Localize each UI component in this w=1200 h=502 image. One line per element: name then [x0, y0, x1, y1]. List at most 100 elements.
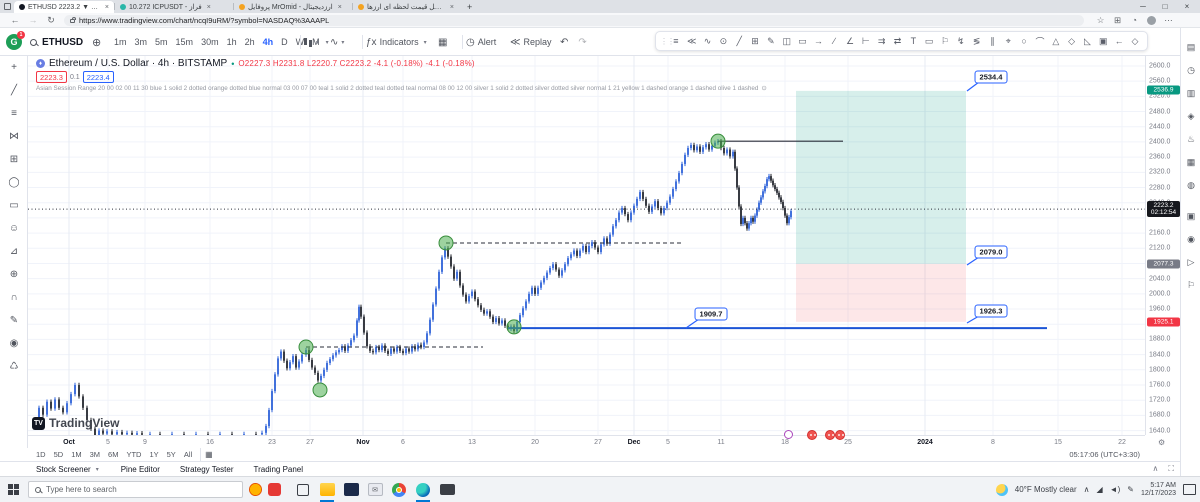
axis-settings-gear-icon[interactable]: ⚙: [1158, 438, 1166, 447]
tab-close-icon[interactable]: ×: [104, 3, 109, 11]
pivot-marker[interactable]: [438, 235, 454, 251]
timeframe-D[interactable]: D: [281, 37, 288, 47]
draw-tool-icon-10[interactable]: ∕: [833, 36, 835, 46]
draw-tool-icon-21[interactable]: ⌖: [1005, 35, 1011, 46]
sidebar-icon-5[interactable]: ▦: [1186, 157, 1196, 167]
bid-price[interactable]: 2223.3: [36, 71, 67, 83]
compare-add-icon[interactable]: ⊕: [92, 36, 102, 49]
draw-tool-icon-13[interactable]: ⇉: [877, 35, 886, 46]
maximize-button[interactable]: □: [1162, 2, 1168, 11]
sidebar-icon-2[interactable]: ▥: [1186, 88, 1196, 98]
chrome-icon[interactable]: [387, 477, 411, 502]
pen-icon[interactable]: ✎: [1127, 485, 1134, 494]
draw-tool-icon-16[interactable]: ▭: [924, 35, 934, 46]
price-callout-1909.7[interactable]: 1909.7: [694, 307, 728, 321]
range-1Y[interactable]: 1Y: [149, 450, 159, 459]
sidebar-icon-4[interactable]: ♨: [1186, 134, 1196, 144]
sidebar-icon-7[interactable]: ▣: [1186, 211, 1196, 221]
draw-tool-icon-7[interactable]: ◫: [782, 35, 791, 46]
bottom-tab-1[interactable]: Pine Editor: [120, 464, 160, 474]
indicator-legend[interactable]: Asian Session Range 20 00 02 00 11 30 bl…: [36, 85, 759, 92]
draw-tool-icon-28[interactable]: ←: [1114, 36, 1124, 46]
indicators-button[interactable]: ƒx Indicators ▾: [366, 36, 427, 48]
draw-tool-icon-17[interactable]: ⚐: [940, 35, 950, 46]
sidebar-icon-3[interactable]: ◈: [1187, 111, 1195, 121]
timeframe-4h[interactable]: 4h: [262, 37, 274, 47]
forward-icon[interactable]: →: [28, 15, 38, 25]
taskbar-search[interactable]: Type here to search: [28, 481, 243, 498]
timeframe-dropdown-icon[interactable]: ▾: [325, 39, 329, 46]
minimize-button[interactable]: ─: [1140, 2, 1146, 11]
range-5D[interactable]: 5D: [53, 450, 64, 459]
bottom-tab-2[interactable]: Strategy Tester: [179, 464, 234, 474]
risk-zone[interactable]: [796, 263, 966, 322]
range-6M[interactable]: 6M: [108, 450, 119, 459]
range-YTD[interactable]: YTD: [126, 450, 142, 459]
line-tools-button[interactable]: ∿ ▾: [330, 36, 345, 48]
collections-icon[interactable]: ⊞: [1113, 14, 1122, 25]
chart-pane[interactable]: ♦ Ethereum / U.S. Dollar · 4h · BITSTAMP…: [28, 56, 1145, 435]
redo-icon[interactable]: ↷: [578, 36, 587, 48]
sidebar-icon-0[interactable]: ▤: [1186, 42, 1196, 52]
draw-tool-icon-14[interactable]: ⇄: [893, 35, 902, 46]
draw-tool-icon-6[interactable]: ✎: [767, 35, 775, 46]
browser-tab[interactable]: 10.272 ICPUSDT - فراز ×: [115, 1, 233, 13]
sidebar-icon-10[interactable]: ⚐: [1186, 280, 1196, 290]
tab-close-icon[interactable]: ×: [337, 3, 342, 11]
timeframe-W[interactable]: W: [292, 37, 309, 47]
draw-tool-icon-24[interactable]: △: [1052, 35, 1060, 46]
ask-price[interactable]: 2223.4: [82, 71, 114, 83]
left-tool-icon-13[interactable]: ♺: [9, 361, 19, 372]
draw-tool-icon-18[interactable]: ↯: [957, 35, 965, 46]
price-callout-1926.3[interactable]: 1926.3: [974, 304, 1008, 318]
bottom-tab-0[interactable]: Stock Screener ▾: [36, 464, 99, 474]
draw-tool-icon-12[interactable]: ⊢: [861, 35, 870, 46]
fullscreen-icon[interactable]: ⛶: [1168, 464, 1174, 473]
time-axis[interactable]: ⚙ Oct 5 9 16 23 27 Nov 6 13 20 27 Dec 5 11 18 25 2024 8 15…: [28, 430, 1165, 448]
draw-tool-icon-19[interactable]: ≶: [972, 35, 981, 46]
draw-tool-icon-26[interactable]: ◺: [1083, 35, 1091, 46]
draw-tool-icon-2[interactable]: ∿: [703, 35, 712, 46]
window-menu-icon[interactable]: [4, 3, 11, 10]
file-explorer-icon[interactable]: [315, 477, 339, 502]
start-button[interactable]: [0, 484, 26, 495]
extensions-icon[interactable]: ◔: [1131, 15, 1138, 25]
profile-avatar[interactable]: [1147, 15, 1156, 25]
alarm-emoji-icon[interactable]: [249, 483, 262, 496]
left-tool-icon-0[interactable]: +: [11, 62, 17, 73]
timeframe-5m[interactable]: 5m: [155, 37, 168, 47]
left-tool-icon-5[interactable]: ◯: [8, 177, 20, 188]
bottom-tab-3[interactable]: Trading Panel: [253, 464, 304, 474]
pivot-marker[interactable]: [312, 382, 328, 398]
left-tool-icon-10[interactable]: ∩: [10, 292, 18, 303]
left-tool-icon-3[interactable]: ⋈: [9, 131, 19, 142]
draw-tool-icon-8[interactable]: ▭: [798, 35, 807, 46]
sidebar-icon-8[interactable]: ◉: [1187, 234, 1195, 244]
price-scale[interactable]: 2600.0 2560.0 2520.0 2480.0 2440.0 2400.0 2360…: [1145, 56, 1180, 435]
timezone-clock[interactable]: 05:17:06 (UTC+3:30): [1069, 450, 1140, 459]
edge-icon[interactable]: [411, 477, 435, 502]
timeframe-1h[interactable]: 1h: [226, 37, 237, 47]
left-tool-icon-4[interactable]: ⊞: [9, 154, 19, 165]
weather-icon[interactable]: [995, 483, 1008, 496]
chart-type-button[interactable]: ▾: [303, 28, 321, 56]
price-callout-2534.4[interactable]: 2534.4: [974, 70, 1008, 84]
draw-tool-icon-27[interactable]: ▣: [1099, 35, 1108, 46]
left-tool-icon-7[interactable]: ☺: [8, 223, 20, 234]
range-All[interactable]: All: [183, 450, 193, 459]
legend-title[interactable]: Ethereum / U.S. Dollar · 4h · BITSTAMP: [49, 58, 228, 69]
timeframe-M[interactable]: M: [312, 37, 320, 47]
sidebar-icon-9[interactable]: ▷: [1187, 257, 1195, 267]
draw-tool-icon-11[interactable]: ∠: [845, 35, 855, 46]
timeframe-2h[interactable]: 2h: [244, 37, 255, 47]
draw-tool-icon-23[interactable]: ⌒: [1035, 36, 1045, 47]
browser-tab[interactable]: ETHUSD 2223.2 ▼ -0.18% Unna ×: [14, 1, 114, 13]
left-tool-icon-12[interactable]: ◉: [9, 338, 19, 349]
alert-button[interactable]: ◷ Alert: [466, 36, 497, 48]
draw-tool-icon-20[interactable]: ∥: [990, 35, 995, 46]
target-zone[interactable]: [796, 90, 966, 264]
back-icon[interactable]: ←: [10, 15, 20, 25]
draw-tool-icon-29[interactable]: ◇: [1131, 35, 1139, 46]
draw-tool-icon-4[interactable]: ╱: [736, 35, 742, 46]
pivot-marker[interactable]: [298, 339, 314, 355]
